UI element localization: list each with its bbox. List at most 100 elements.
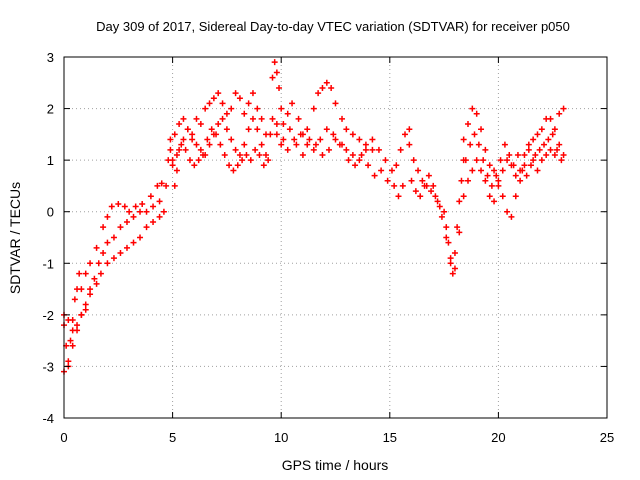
data-point — [219, 100, 226, 107]
data-point — [399, 182, 406, 189]
data-point — [554, 146, 561, 153]
x-tick-label: 25 — [600, 430, 614, 445]
data-point — [150, 203, 157, 210]
data-point — [469, 167, 476, 174]
data-point — [415, 167, 422, 174]
data-point — [315, 90, 322, 97]
data-point — [323, 79, 330, 86]
data-point — [560, 105, 567, 112]
data-point — [245, 100, 252, 107]
data-point — [193, 115, 200, 122]
data-point — [286, 126, 293, 133]
data-point — [76, 270, 83, 277]
data-point — [67, 337, 74, 344]
data-point — [356, 157, 363, 164]
y-tick-label: -2 — [42, 308, 54, 323]
x-axis-label: GPS time / hours — [282, 457, 389, 473]
data-point — [147, 193, 154, 200]
data-point — [514, 151, 521, 158]
data-point — [534, 167, 541, 174]
data-point — [556, 141, 563, 148]
data-point — [349, 151, 356, 158]
data-point — [508, 213, 515, 220]
data-point — [491, 198, 498, 205]
plot-frame — [63, 56, 608, 419]
data-point — [180, 115, 187, 122]
data-point — [269, 74, 276, 81]
data-point — [121, 203, 128, 210]
data-point — [541, 141, 548, 148]
data-point — [130, 213, 137, 220]
data-point — [508, 162, 515, 169]
data-point — [369, 146, 376, 153]
data-point — [100, 249, 107, 256]
data-point — [558, 157, 565, 164]
data-point — [289, 100, 296, 107]
data-point — [371, 172, 378, 179]
data-point — [512, 172, 519, 179]
data-point — [323, 126, 330, 133]
data-point — [391, 182, 398, 189]
data-point — [204, 136, 211, 143]
data-point — [436, 203, 443, 210]
data-point — [480, 157, 487, 164]
data-point — [486, 193, 493, 200]
data-point — [419, 177, 426, 184]
data-point — [258, 141, 265, 148]
data-point — [521, 162, 528, 169]
data-point — [180, 136, 187, 143]
data-point — [123, 244, 130, 251]
data-point — [430, 182, 437, 189]
data-point — [504, 157, 511, 164]
data-point — [271, 59, 278, 66]
data-point — [501, 141, 508, 148]
x-tick-label: 5 — [169, 430, 176, 445]
data-point — [538, 157, 545, 164]
data-point — [278, 105, 285, 112]
data-point — [304, 141, 311, 148]
data-point — [169, 162, 176, 169]
data-point — [167, 146, 174, 153]
x-tick-label: 0 — [60, 430, 67, 445]
data-point — [410, 157, 417, 164]
data-point — [117, 249, 124, 256]
data-point — [206, 100, 213, 107]
data-point — [230, 167, 237, 174]
data-point — [78, 311, 85, 318]
data-point — [156, 198, 163, 205]
data-point — [530, 157, 537, 164]
data-point — [530, 136, 537, 143]
data-point — [547, 146, 554, 153]
data-point — [110, 255, 117, 262]
data-point — [512, 193, 519, 200]
data-point — [241, 110, 248, 117]
data-point — [319, 84, 326, 91]
data-point — [137, 234, 144, 241]
data-point — [449, 270, 456, 277]
data-point — [432, 193, 439, 200]
data-point — [504, 208, 511, 215]
data-point — [78, 286, 85, 293]
data-point — [123, 219, 130, 226]
data-point — [256, 151, 263, 158]
data-point — [469, 105, 476, 112]
data-point — [447, 255, 454, 262]
data-point — [534, 131, 541, 138]
data-point — [460, 136, 467, 143]
data-point — [434, 198, 441, 205]
data-point — [247, 157, 254, 164]
data-point — [478, 126, 485, 133]
data-point — [184, 126, 191, 133]
data-point — [265, 157, 272, 164]
data-point — [104, 260, 111, 267]
data-point — [358, 151, 365, 158]
data-point — [104, 213, 111, 220]
data-point — [443, 234, 450, 241]
data-point — [100, 224, 107, 231]
data-point — [406, 126, 413, 133]
data-point — [519, 167, 526, 174]
data-point — [82, 306, 89, 313]
data-point — [228, 105, 235, 112]
y-tick-label: -4 — [42, 411, 54, 426]
data-point — [210, 95, 217, 102]
